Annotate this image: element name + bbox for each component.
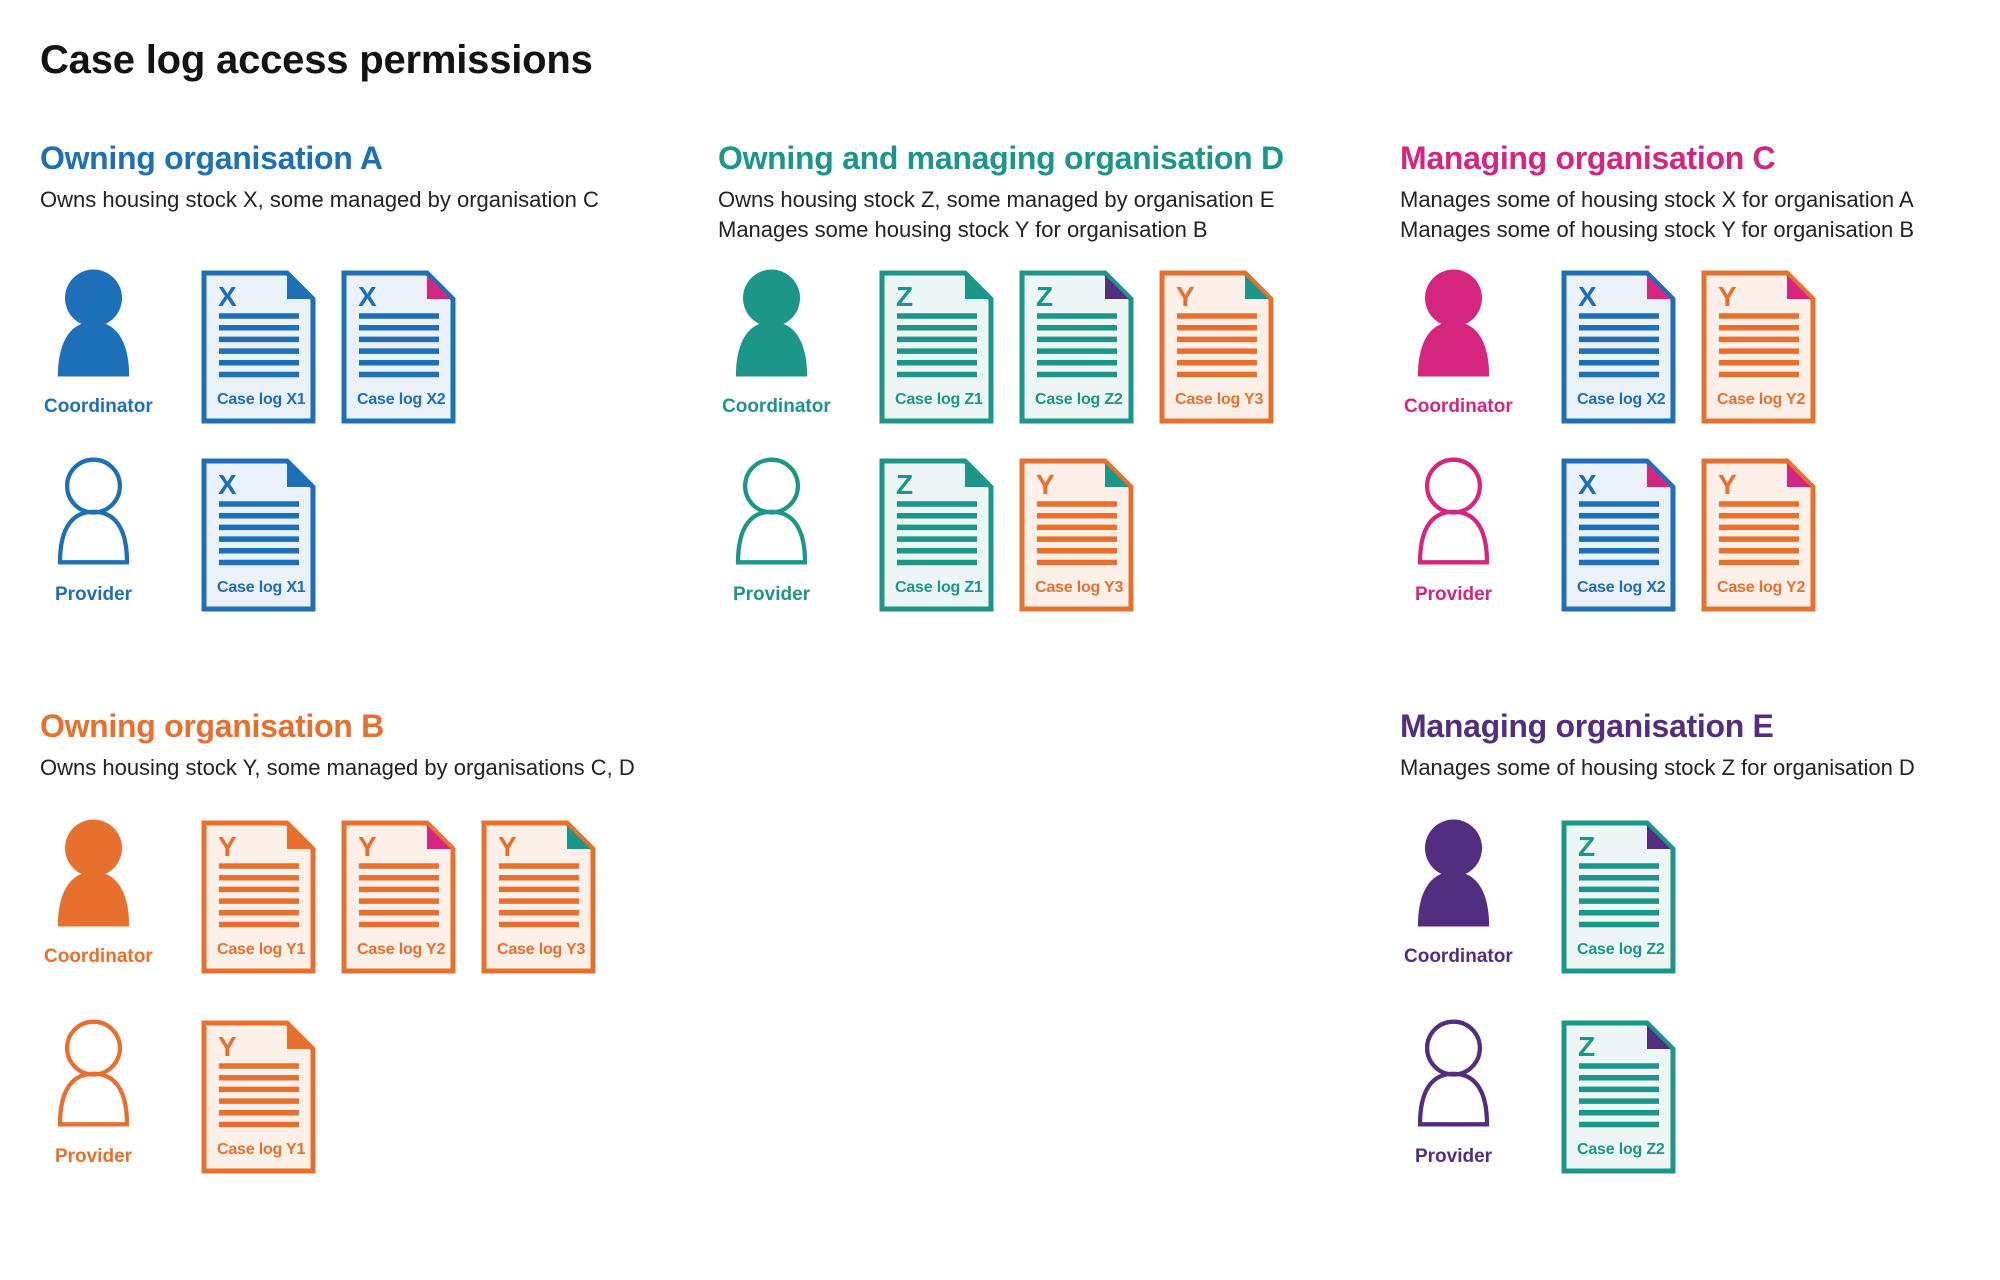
svg-text:Y: Y [1176, 281, 1195, 312]
svg-text:Case log Y2: Case log Y2 [1717, 391, 1806, 408]
svg-text:Z: Z [1036, 281, 1053, 312]
svg-text:Case log Y3: Case log Y3 [1035, 579, 1124, 596]
svg-text:Z: Z [896, 469, 913, 500]
svg-text:Case log Y3: Case log Y3 [497, 941, 586, 958]
svg-text:Y: Y [1718, 469, 1737, 500]
svg-text:X: X [218, 469, 237, 500]
svg-text:Case log Z2: Case log Z2 [1577, 941, 1665, 958]
svg-text:Y: Y [218, 831, 237, 862]
svg-text:Case log X1: Case log X1 [217, 391, 306, 408]
svg-text:Case log Z2: Case log Z2 [1035, 391, 1123, 408]
svg-text:Case log Y2: Case log Y2 [357, 941, 446, 958]
svg-text:Y: Y [358, 831, 377, 862]
svg-text:Case log X2: Case log X2 [357, 391, 446, 408]
svg-text:X: X [1578, 469, 1597, 500]
svg-text:Y: Y [498, 831, 517, 862]
svg-text:Z: Z [1578, 831, 1595, 862]
svg-text:X: X [1578, 281, 1597, 312]
svg-text:X: X [218, 281, 237, 312]
svg-text:Case log X1: Case log X1 [217, 579, 306, 596]
svg-text:Z: Z [896, 281, 913, 312]
svg-text:Y: Y [218, 1031, 237, 1062]
svg-text:Case log Y1: Case log Y1 [217, 1141, 306, 1158]
svg-text:Case log Z1: Case log Z1 [895, 579, 983, 596]
svg-text:Y: Y [1036, 469, 1055, 500]
svg-text:Case log Z2: Case log Z2 [1577, 1141, 1665, 1158]
svg-text:Case log Y3: Case log Y3 [1175, 391, 1264, 408]
svg-text:Case log X2: Case log X2 [1577, 579, 1666, 596]
svg-text:Case log X2: Case log X2 [1577, 391, 1666, 408]
svg-text:Z: Z [1578, 1031, 1595, 1062]
svg-text:Case log Y2: Case log Y2 [1717, 579, 1806, 596]
svg-text:Y: Y [1718, 281, 1737, 312]
svg-text:Case log Y1: Case log Y1 [217, 941, 306, 958]
svg-text:Case log Z1: Case log Z1 [895, 391, 983, 408]
svg-text:X: X [358, 281, 377, 312]
